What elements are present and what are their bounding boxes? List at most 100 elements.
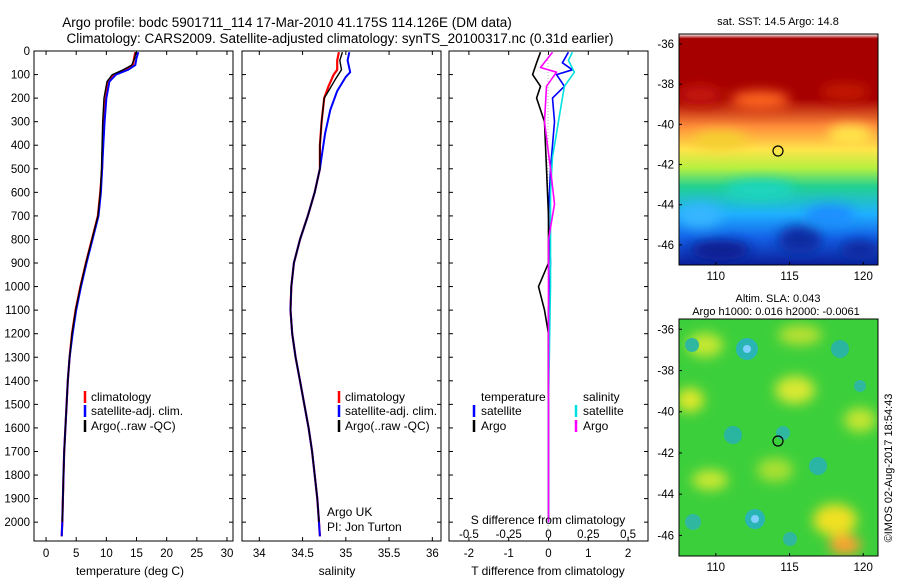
legend-title-salinity: salinity [583, 390, 620, 404]
legend-label-argo: Argo(..raw -QC) [345, 419, 430, 433]
map-y-tick-label: -42 [657, 448, 674, 460]
salinity-ticks: 34 34.5 35 35.5 36 [242, 50, 441, 560]
y-tick-label: 400 [11, 140, 30, 152]
sst-argo-marker [772, 145, 784, 157]
x-tick-label: 20 [160, 548, 173, 560]
top-tick-label: 0.5 [620, 529, 636, 541]
map-x-tick-label: 120 [854, 271, 873, 283]
x-tick-label: 2 [625, 548, 631, 560]
top-tick-label: 0.25 [577, 529, 599, 541]
top-tick-label: 0 [545, 529, 551, 541]
credit: ©IMOS 02-Aug-2017 18:54:43 [883, 394, 895, 543]
legend-label-climatology: climatology [91, 390, 151, 404]
map-y-tick-label: -44 [657, 200, 674, 212]
y-tick-label: 200 [11, 93, 30, 105]
difference-legend: temperature satellite Argo salinity sate… [472, 390, 624, 433]
t-difference-label: T difference from climatology [471, 564, 625, 578]
y-tick-label: 1300 [4, 352, 30, 364]
sst-title: sat. SST: 14.5 Argo: 14.8 [717, 16, 839, 28]
y-tick-label: 1600 [4, 423, 30, 435]
series-line [61, 52, 137, 523]
x-tick-label: 1 [585, 548, 591, 560]
temperature-lines [60, 51, 140, 537]
difference-lines [531, 51, 576, 523]
temperature-legend: climatology satellite-adj. clim. Argo(..… [83, 390, 183, 433]
header-line1: Argo profile: bodc 5901711_114 17-Mar-20… [62, 15, 512, 30]
legend-label-satellite: satellite-adj. clim. [91, 404, 183, 418]
x-tick-label: 35.5 [378, 548, 400, 560]
map-x-tick-label: 120 [854, 562, 873, 574]
map-y-tick-label: -44 [657, 489, 674, 501]
s-difference-label: S difference from climatology [471, 513, 626, 527]
y-tick-label: 1100 [5, 305, 30, 317]
y-tick-label: 800 [11, 234, 30, 246]
x-tick-label: 0 [43, 548, 49, 560]
salinity-axes [241, 50, 442, 542]
salinity-legend: climatology satellite-adj. clim. Argo(..… [337, 390, 437, 433]
argo-uk-label: Argo UK [327, 505, 372, 519]
sla-title: Altim. SLA: 0.043 [736, 293, 821, 305]
sla-subtitle: Argo h1000: 0.016 h2000: -0.0061 [692, 306, 860, 318]
sst-ticks: 110 115 120 -36 -38 -40 -42 -44 -46 [657, 39, 872, 283]
x-tick-label: 25 [190, 548, 203, 560]
map-y-tick-label: -40 [657, 407, 674, 419]
legend-label-sal-argo: Argo [583, 419, 609, 433]
salinity-panel: 34 34.5 35 35.5 36 salinity climatology sate… [241, 50, 442, 578]
sst-texture [679, 84, 878, 260]
y-tick-label: 900 [11, 258, 30, 270]
legend-label-temp-satellite: satellite [481, 404, 522, 418]
y-tick-label: 1700 [4, 446, 30, 458]
temperature-xlabel: temperature (deg C) [76, 564, 184, 578]
temperature-panel: 0 5 10 15 20 25 300100200300400500600700800900… [4, 46, 234, 578]
y-tick-label: 500 [11, 164, 30, 176]
legend-title-temperature: temperature [481, 390, 546, 404]
salinity-lines [289, 51, 352, 537]
y-tick-label: 1400 [4, 376, 30, 388]
y-tick-label: 100 [11, 70, 30, 82]
y-tick-label: 0 [24, 46, 30, 58]
y-tick-label: 600 [11, 187, 30, 199]
sst-axes [678, 33, 879, 266]
x-tick-label: 36 [426, 548, 439, 560]
map-y-tick-label: -36 [657, 324, 674, 336]
x-tick-label: -2 [464, 548, 474, 560]
map-y-tick-label: -40 [657, 119, 674, 131]
difference-panel: -2 -1 0 1 2 -0.5 -0.25 0 0.25 0.5 S difference fr… [448, 50, 649, 578]
map-x-tick-label: 115 [780, 271, 798, 283]
series-line [289, 51, 344, 523]
sla-ticks: 110 115 120 -36 -38 -40 -42 -44 -46 [657, 324, 872, 574]
y-tick-label: 1800 [4, 470, 30, 482]
sla-axes [678, 318, 879, 557]
map-x-tick-label: 115 [780, 562, 798, 574]
series-line [547, 51, 576, 523]
x-tick-label: 34.5 [291, 548, 313, 560]
sla-map-panel: Altim. SLA: 0.043 Argo h1000: 0.016 h200… [657, 293, 879, 574]
difference-ticks: -2 -1 0 1 2 -0.5 -0.25 0 0.25 0.5 [449, 50, 648, 560]
map-y-tick-label: -46 [657, 530, 674, 542]
map-x-tick-label: 110 [707, 271, 725, 283]
salinity-xlabel: salinity [319, 564, 356, 578]
y-tick-label: 2000 [4, 517, 30, 529]
legend-label-argo: Argo(..raw -QC) [91, 419, 176, 433]
x-tick-label: 0 [545, 548, 551, 560]
series-line [539, 51, 558, 523]
legend-label-satellite: satellite-adj. clim. [345, 404, 437, 418]
x-tick-label: -1 [504, 548, 514, 560]
x-tick-label: 30 [221, 548, 234, 560]
top-tick-label: -0.25 [496, 529, 522, 541]
map-y-tick-label: -46 [657, 240, 674, 252]
top-tick-label: -0.5 [459, 529, 479, 541]
map-y-tick-label: -42 [657, 160, 674, 172]
x-tick-label: 10 [100, 548, 113, 560]
map-y-tick-label: -38 [657, 366, 674, 378]
temperature-axes [33, 50, 234, 542]
pi-label: PI: Jon Turton [327, 520, 402, 534]
sst-map-panel: sat. SST: 14.5 Argo: 14.8 110 115 120 -36 -3… [657, 16, 879, 283]
header-line2: Climatology: CARS2009. Satellite-adjuste… [66, 31, 613, 46]
x-tick-label: 15 [130, 548, 143, 560]
map-x-tick-label: 110 [707, 562, 725, 574]
sla-texture [679, 325, 876, 555]
temperature-ticks: 0 5 10 15 20 25 300100200300400500600700800900… [4, 46, 233, 560]
map-y-tick-label: -38 [657, 79, 674, 91]
y-tick-label: 1900 [4, 494, 30, 506]
